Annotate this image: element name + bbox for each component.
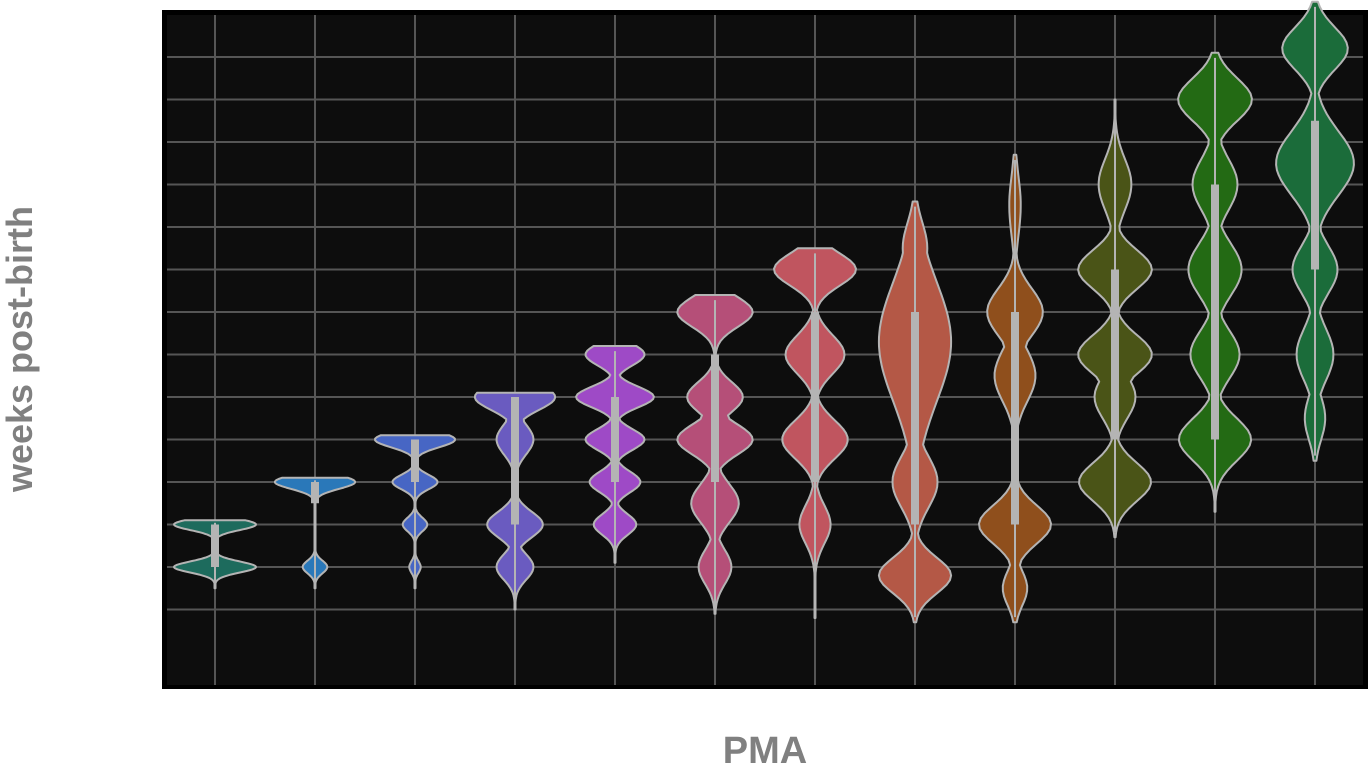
violin-iqr-box-1 — [211, 524, 219, 567]
plot-background — [167, 15, 1363, 685]
y-axis-label: weeks post-birth — [0, 206, 40, 493]
violin-iqr-box-12 — [1311, 120, 1319, 270]
violin-iqr-box-10 — [1111, 269, 1119, 440]
violin-iqr-box-6 — [711, 354, 719, 482]
violin-iqr-box-3 — [411, 439, 419, 482]
violin-iqr-box-11 — [1211, 184, 1219, 440]
violin-iqr-box-9 — [1011, 312, 1019, 525]
violin-iqr-box-4 — [511, 397, 519, 525]
violin-iqr-box-5 — [611, 397, 619, 482]
violin-series — [173, 0, 1355, 624]
violin-iqr-box-8 — [911, 312, 919, 525]
violin-iqr-box-7 — [811, 312, 819, 482]
x-axis-label: PMA — [723, 730, 807, 772]
violin-iqr-box-2 — [311, 482, 319, 504]
